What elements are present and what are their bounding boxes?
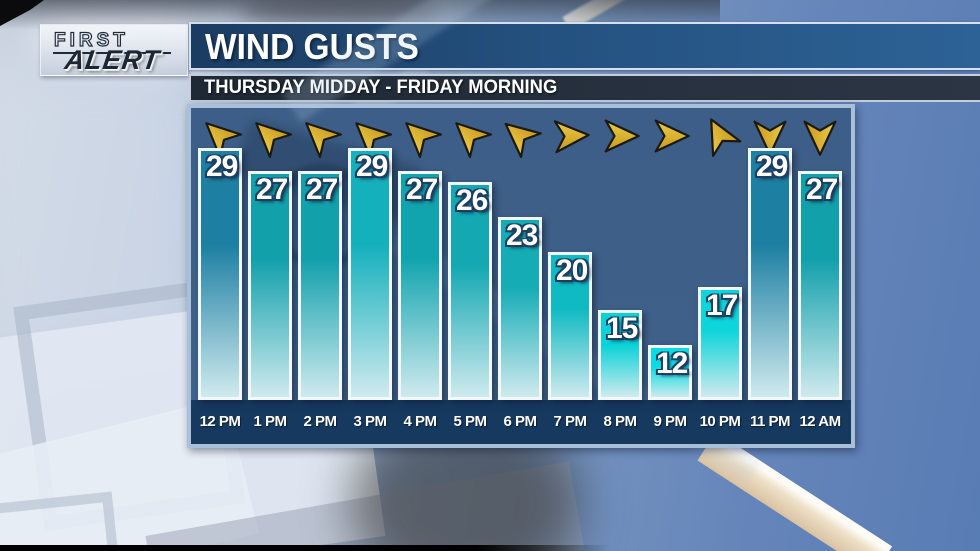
time-axis-label: 10 PM bbox=[699, 413, 741, 430]
time-axis-label: 12 AM bbox=[799, 413, 841, 430]
wind-gust-bar: 27 bbox=[298, 171, 342, 400]
time-axis-label: 7 PM bbox=[553, 413, 587, 430]
first-alert-logo: FIRST ALERT bbox=[40, 24, 188, 76]
logo-first-text: FIRST bbox=[53, 29, 129, 51]
time-axis-label: 6 PM bbox=[503, 413, 537, 430]
photo-edge-artifact bbox=[0, 545, 610, 551]
time-axis-label: 12 PM bbox=[199, 413, 241, 430]
bar-value-label: 29 bbox=[206, 150, 238, 183]
time-axis-label: 4 PM bbox=[403, 413, 437, 430]
wind-gust-bar: 27 bbox=[248, 171, 292, 400]
bar-value-label: 17 bbox=[706, 289, 738, 322]
time-axis-label: 5 PM bbox=[453, 413, 487, 430]
wind-gust-bar: 15 bbox=[598, 310, 642, 400]
wind-direction-arrow-icon bbox=[498, 114, 542, 159]
wind-direction-arrow-icon bbox=[348, 114, 393, 159]
bar-value-label: 27 bbox=[256, 173, 288, 206]
wind-direction-arrow-icon bbox=[248, 114, 293, 159]
wind-turbine-blade bbox=[697, 432, 893, 551]
wind-gust-bar: 17 bbox=[698, 287, 742, 400]
time-axis-label: 1 PM bbox=[253, 413, 287, 430]
wind-direction-arrow-icon bbox=[548, 114, 592, 158]
wind-gust-bar: 26 bbox=[448, 182, 492, 400]
time-axis-label: 9 PM bbox=[653, 413, 687, 430]
bar-value-label: 20 bbox=[556, 254, 588, 287]
time-axis-label: 3 PM bbox=[353, 413, 387, 430]
wind-direction-arrow-icon bbox=[698, 114, 742, 158]
wind-direction-arrow-icon bbox=[598, 114, 642, 158]
time-axis-strip bbox=[191, 400, 851, 444]
wind-direction-arrow-icon bbox=[198, 114, 243, 159]
bar-value-label: 29 bbox=[756, 150, 788, 183]
wind-gust-bar: 12 bbox=[648, 345, 692, 400]
bar-value-label: 27 bbox=[306, 173, 338, 206]
wind-gust-bar: 27 bbox=[398, 171, 442, 400]
subtitle-banner: THURSDAY MIDDAY - FRIDAY MORNING bbox=[189, 74, 980, 102]
wind-direction-arrow-icon bbox=[798, 114, 842, 158]
background-slab-shape bbox=[145, 461, 585, 551]
wind-direction-arrow-icon bbox=[748, 114, 792, 158]
title-banner: WIND GUSTS bbox=[189, 22, 980, 70]
wind-direction-arrow-icon bbox=[648, 114, 692, 158]
time-axis-label: 11 PM bbox=[749, 413, 791, 430]
wind-gust-bar: 29 bbox=[198, 148, 242, 400]
wind-gusts-chart-panel: 29 27 27 29 27 26 23 20 15 12 17 29 27 12 PM 1 PM 2 PM… bbox=[187, 0, 855, 485]
page-title: WIND GUSTS bbox=[205, 26, 419, 67]
wind-gust-bar: 29 bbox=[348, 148, 392, 400]
time-axis-label: 2 PM bbox=[303, 413, 337, 430]
bar-value-label: 27 bbox=[806, 173, 838, 206]
wind-direction-arrow-icon bbox=[398, 114, 443, 159]
dark-cloud-smudge bbox=[240, 0, 440, 24]
time-axis-label: 8 PM bbox=[603, 413, 637, 430]
bar-value-label: 23 bbox=[506, 219, 538, 252]
logo-underline bbox=[53, 52, 171, 54]
wind-gust-bar: 29 bbox=[748, 148, 792, 400]
wind-gust-bar: 27 bbox=[798, 171, 842, 400]
bar-value-label: 26 bbox=[456, 184, 488, 217]
bar-value-label: 12 bbox=[656, 347, 688, 380]
wind-direction-arrow-icon bbox=[298, 114, 343, 159]
logo-alert-text: ALERT bbox=[62, 45, 162, 75]
bar-value-label: 29 bbox=[356, 150, 388, 183]
bar-value-label: 15 bbox=[606, 312, 638, 345]
page-subtitle: THURSDAY MIDDAY - FRIDAY MORNING bbox=[204, 77, 558, 98]
wind-direction-arrow-icon bbox=[448, 114, 493, 159]
bar-value-label: 27 bbox=[406, 173, 438, 206]
background-frame-shape bbox=[0, 491, 124, 551]
wind-gust-bar: 20 bbox=[548, 252, 592, 400]
wind-gust-bar: 23 bbox=[498, 217, 542, 400]
